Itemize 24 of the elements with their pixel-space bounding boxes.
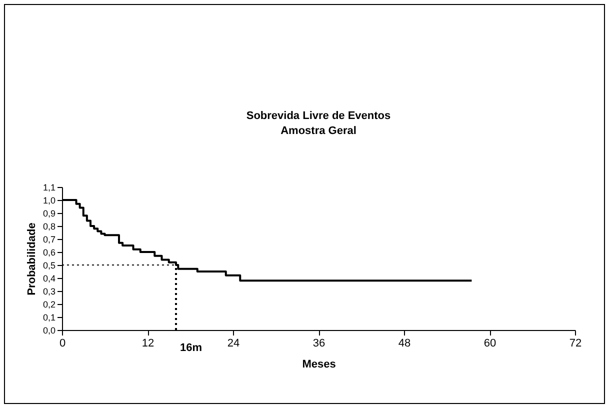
y-tick-label: 1,0	[42, 196, 56, 206]
y-tick-label: 0,7	[42, 234, 56, 244]
y-tick-label: 0,3	[42, 286, 56, 296]
x-tick-label: 0	[59, 338, 66, 350]
x-tick-label: 72	[569, 338, 582, 350]
x-tick-label: 48	[398, 338, 411, 350]
y-tick-label: 0,2	[42, 300, 56, 310]
x-axis-title: Meses	[302, 358, 336, 370]
y-tick-label: 0,9	[42, 208, 56, 218]
x-tick-label: 60	[484, 338, 496, 350]
y-tick-label: 1,1	[42, 182, 56, 192]
y-tick-label: 0,6	[42, 248, 56, 258]
y-tick-label: 0,5	[42, 260, 56, 270]
y-axis-title: Probabilidade	[26, 222, 38, 296]
y-tick-label: 0,0	[42, 326, 56, 336]
x-tick-label: 12	[142, 338, 154, 350]
chart-title: Sobrevida Livre de Eventos	[246, 110, 391, 122]
x-tick-label: 24	[227, 338, 240, 350]
y-tick-label: 0,4	[42, 274, 56, 284]
y-tick-label: 0,1	[42, 312, 56, 322]
chart-subtitle: Amostra Geral	[280, 125, 356, 137]
x-tick-label: 36	[312, 338, 326, 350]
ref-line-label: 16m	[180, 342, 202, 354]
y-tick-label: 0,8	[42, 222, 56, 232]
